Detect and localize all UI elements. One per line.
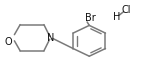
Text: Br: Br: [85, 13, 96, 23]
Text: N: N: [47, 33, 55, 43]
Text: H: H: [113, 12, 120, 22]
Text: Cl: Cl: [122, 5, 131, 15]
Text: O: O: [4, 37, 12, 47]
